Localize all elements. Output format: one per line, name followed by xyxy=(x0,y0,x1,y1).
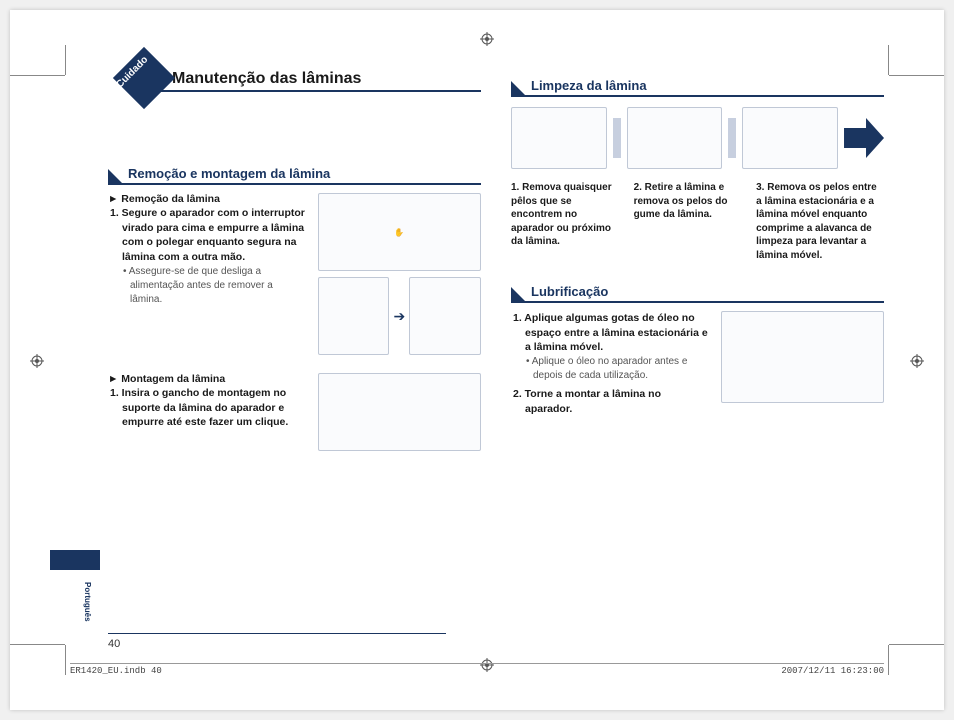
page-bottom-rule xyxy=(108,633,446,634)
mount-block: ► Montagem da lâmina 1. Insira o gancho … xyxy=(108,373,481,451)
left-column: Cuidado Manutenção das lâminas Remoção e… xyxy=(108,78,481,640)
removal-step: 1. Segure o aparador com o interruptor v… xyxy=(108,206,308,265)
right-column: Limpeza da lâmina 1. Remova quaisquer pê… xyxy=(511,78,884,640)
clean-step-3: 3. Remova os pelos entre a lâmina estaci… xyxy=(756,181,884,262)
figure-clean-3 xyxy=(742,107,838,169)
registration-mark-icon xyxy=(30,354,44,368)
cleaning-steps-row: 1. Remova quaisquer pêlos que se encontr… xyxy=(511,181,884,262)
lube-note: • Aplique o óleo no aparador antes e dep… xyxy=(511,355,711,383)
cleaning-figures-row xyxy=(511,107,884,169)
figure-clean-1 xyxy=(511,107,607,169)
mount-step: 1. Insira o gancho de montagem no suport… xyxy=(108,386,308,430)
subheading-text: Limpeza da lâmina xyxy=(511,78,884,93)
crop-mark xyxy=(10,644,65,645)
crop-mark xyxy=(10,75,65,76)
main-heading: Manutenção das lâminas xyxy=(158,70,481,90)
removal-lead: ► Remoção da lâmina xyxy=(108,193,308,205)
subheading-cleaning: Limpeza da lâmina xyxy=(511,78,884,97)
print-footer: ER1420_EU.indb 40 2007/12/11 16:23:00 xyxy=(70,663,884,676)
care-banner: Cuidado Manutenção das lâminas xyxy=(108,78,481,108)
separator-bar xyxy=(613,118,621,158)
subheading-lubrication: Lubrificação xyxy=(511,284,884,303)
heading-rule xyxy=(158,90,481,92)
removal-block: ► Remoção da lâmina 1. Segure o aparador… xyxy=(108,193,481,355)
lubrication-block: 1. Aplique algumas gotas de óleo no espa… xyxy=(511,311,884,416)
crop-mark xyxy=(888,45,889,75)
figure-removal-hand: ✋ xyxy=(318,193,481,271)
language-label: Português xyxy=(83,582,92,622)
clean-step-1: 1. Remova quaisquer pêlos que se encontr… xyxy=(511,181,618,262)
registration-mark-icon xyxy=(910,354,924,368)
crop-mark xyxy=(888,645,889,675)
figure-clean-2 xyxy=(627,107,723,169)
footer-file: ER1420_EU.indb 40 xyxy=(70,666,162,676)
page-number: 40 xyxy=(108,638,120,650)
language-tab xyxy=(50,550,100,570)
crop-mark xyxy=(889,644,944,645)
figure-trimmer-closed xyxy=(318,277,390,355)
arrow-large-icon xyxy=(844,118,884,158)
arrow-right-icon: ➔ xyxy=(393,308,405,325)
subheading-text: Remoção e montagem da lâmina xyxy=(108,166,481,181)
manual-page: Português Cuidado Manutenção das lâminas… xyxy=(10,10,944,710)
subheading-removal-mount: Remoção e montagem da lâmina xyxy=(108,166,481,185)
lube-step-1: 1. Aplique algumas gotas de óleo no espa… xyxy=(511,311,711,355)
figure-mount-blade xyxy=(318,373,481,451)
figure-trimmer-open xyxy=(409,277,481,355)
clean-step-2: 2. Retire a lâmina e remova os pelos do … xyxy=(634,181,741,262)
separator-bar xyxy=(728,118,736,158)
content-area: Cuidado Manutenção das lâminas Remoção e… xyxy=(108,78,884,640)
crop-mark xyxy=(889,75,944,76)
registration-mark-icon xyxy=(480,32,494,46)
crop-mark xyxy=(65,45,66,75)
crop-mark xyxy=(65,645,66,675)
removal-note: • Assegure-se de que desliga a alimentaç… xyxy=(108,265,308,307)
footer-timestamp: 2007/12/11 16:23:00 xyxy=(781,666,884,676)
lube-step-2: 2. Torne a montar a lâmina no aparador. xyxy=(511,387,711,416)
mount-lead: ► Montagem da lâmina xyxy=(108,373,308,385)
subheading-text: Lubrificação xyxy=(511,284,884,299)
figure-lubrication xyxy=(721,311,884,403)
